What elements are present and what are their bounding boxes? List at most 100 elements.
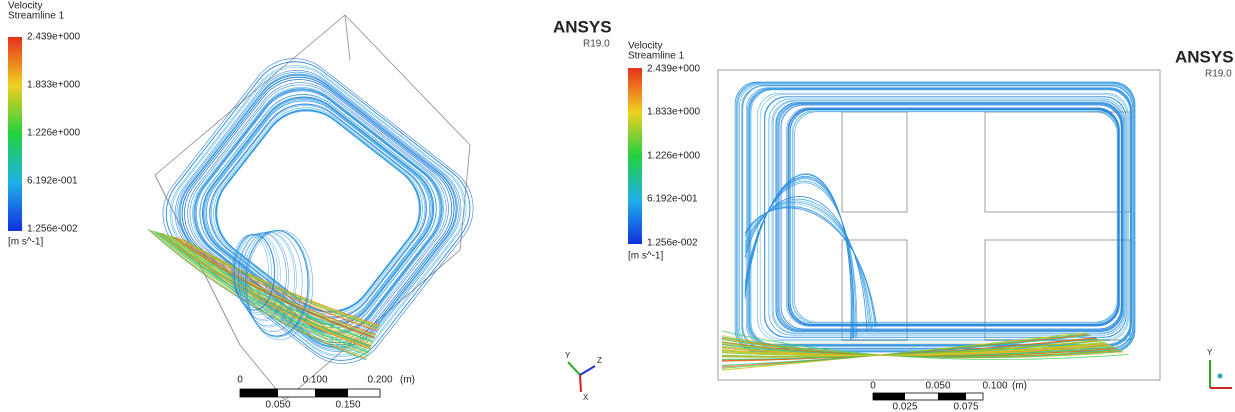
streamline [790, 109, 1119, 324]
streamline [760, 95, 1127, 340]
legend-tick: 1.833e+000 [27, 80, 81, 91]
screenshot: Velocity Streamline 1 2.439e+000 1.833e+… [0, 0, 1235, 412]
streamline [735, 82, 1135, 352]
streamline [773, 101, 1123, 333]
streamline [740, 84, 1134, 349]
streamline-group [141, 40, 491, 386]
streamline [751, 90, 1130, 344]
triad-axis [1218, 374, 1223, 379]
legend-tick: 1.226e+000 [27, 128, 81, 139]
streamline [749, 89, 1131, 345]
scale-label: 0.100 [982, 381, 1007, 392]
legend-tick: 1.833e+000 [647, 107, 701, 118]
triad-axis [568, 362, 580, 375]
legend-tick: 1.256e-002 [27, 224, 78, 235]
streamline-view [718, 70, 1160, 380]
streamline [195, 90, 440, 333]
obstacle [985, 112, 1130, 212]
legend-tick: 6.192e-001 [27, 176, 78, 187]
legend-tick: 1.226e+000 [647, 151, 701, 162]
scale-bar-segment [873, 393, 905, 400]
scale-bar-segment [938, 393, 966, 400]
streamline [790, 110, 1118, 325]
streamline [738, 84, 1134, 351]
streamline [764, 97, 1126, 338]
streamline [743, 86, 1133, 348]
domain-edge [345, 15, 350, 60]
streamline [795, 112, 1118, 322]
triad-label: X [583, 393, 589, 402]
triad-label: Y [565, 351, 571, 360]
scale-label: 0 [237, 375, 243, 386]
streamline [742, 85, 1133, 348]
streamline [789, 109, 1119, 325]
scale-label: 0.100 [302, 375, 327, 386]
streamline [750, 89, 1131, 344]
logo: ANSYS [1175, 47, 1234, 66]
scale-label: 0.200 [367, 375, 392, 386]
streamline [765, 97, 1126, 337]
triad-axis [580, 366, 595, 375]
streamline [737, 83, 1134, 351]
streamline [186, 80, 451, 342]
scale-label: 0.050 [925, 381, 950, 392]
axis-triad: Y Z X [565, 351, 602, 402]
streamline [764, 97, 1126, 338]
streamline [746, 88, 1131, 347]
streamline [788, 108, 1119, 325]
streamline [787, 108, 1120, 326]
legend-tick: 6.192e-001 [647, 194, 698, 205]
streamline [789, 109, 1119, 325]
scale-bar-segment [315, 389, 348, 397]
axis-triad: Y [1207, 348, 1232, 388]
streamline [788, 108, 1119, 325]
legend-unit: [m s^-1] [628, 251, 663, 262]
scale-label: 0.050 [265, 400, 290, 411]
streamline [745, 183, 857, 337]
obstacle [842, 112, 907, 212]
streamline [779, 104, 1121, 330]
legend-unit: [m s^-1] [8, 237, 43, 248]
scale-unit: (m) [400, 375, 415, 386]
colorbar [628, 68, 642, 244]
streamline [772, 101, 1124, 334]
legend-tick: 2.439e+000 [647, 64, 701, 75]
streamline [757, 93, 1128, 341]
version: R19.0 [583, 39, 610, 50]
streamline [749, 89, 1131, 345]
legend-tick: 2.439e+000 [27, 32, 81, 43]
streamline [792, 111, 1118, 324]
streamline [736, 83, 1134, 352]
streamline [197, 91, 439, 330]
streamline [776, 103, 1122, 332]
scale-unit: (m) [1012, 381, 1027, 392]
streamline [742, 86, 1133, 349]
streamline [187, 81, 449, 341]
streamline [745, 177, 853, 338]
streamline [749, 89, 1130, 345]
streamline [748, 88, 1132, 345]
triad-label: Z [597, 356, 602, 365]
streamline [776, 103, 1122, 332]
legend-tick: 1.256e-002 [647, 238, 698, 249]
streamline [177, 72, 459, 351]
version: R19.0 [1205, 69, 1232, 80]
logo: ANSYS [553, 17, 612, 36]
scale-label: 0.025 [892, 402, 917, 412]
streamline [188, 83, 447, 340]
streamline [788, 108, 1119, 325]
streamline [735, 82, 1135, 352]
scale-bar-segment [240, 389, 278, 397]
streamline [182, 77, 454, 346]
scale-label: 0.075 [953, 402, 978, 412]
colorbar [8, 37, 22, 231]
triad-axis [580, 375, 581, 392]
scale-label: 0 [870, 381, 876, 392]
streamline [187, 81, 449, 341]
legend-subtitle: Streamline 1 [8, 11, 65, 22]
streamline [191, 86, 444, 337]
streamline-view [141, 15, 491, 400]
streamline [777, 103, 1122, 331]
triad-label: Y [1207, 348, 1213, 357]
streamline [789, 109, 1119, 325]
